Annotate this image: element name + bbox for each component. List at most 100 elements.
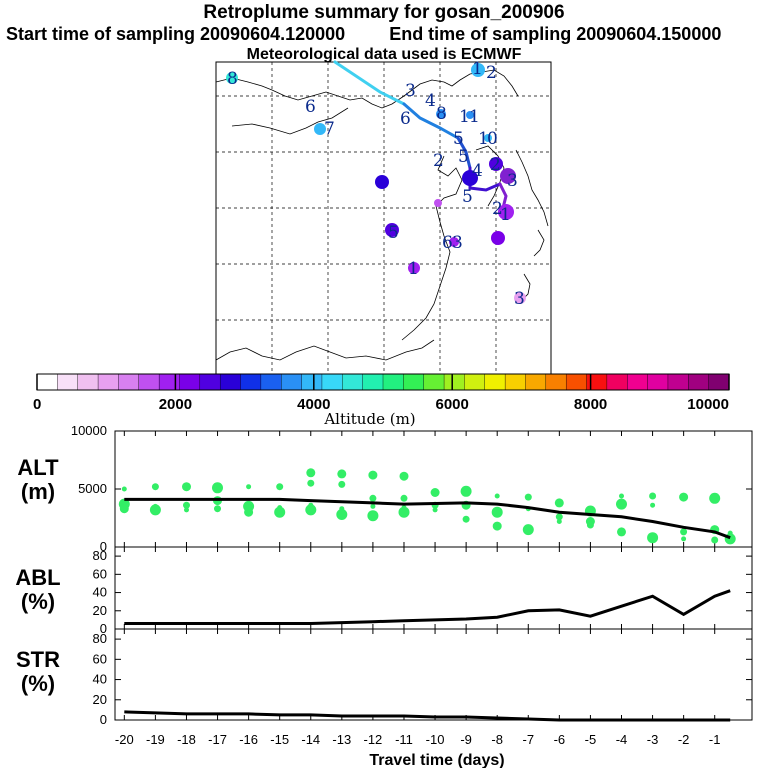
map-label: 8 <box>436 104 447 124</box>
colorbar-cell <box>525 373 547 391</box>
trajectory-segment-1 <box>333 60 406 106</box>
alt-point <box>276 483 284 491</box>
alt-point <box>151 483 159 491</box>
panel-label-name: STR <box>16 647 60 672</box>
map-label: 2 <box>433 151 444 171</box>
map-marker <box>514 292 526 304</box>
y-tick-label: 0 <box>100 712 107 727</box>
colorbar-cell <box>118 373 140 391</box>
str-line <box>124 710 731 722</box>
x-tick-label: -10 <box>426 732 445 747</box>
alt-point <box>246 484 252 490</box>
alt-point <box>681 536 687 542</box>
map-label: 1 <box>459 107 470 127</box>
alt-point <box>680 528 688 536</box>
panel-label-name: ALT <box>17 455 59 480</box>
map-marker <box>498 204 514 220</box>
alt-point <box>616 498 627 510</box>
colorbar-cell <box>443 373 465 391</box>
end-time-label: End time of sampling 20090604.150000 <box>389 24 722 44</box>
map-marker <box>375 175 389 189</box>
x-tick-label: -6 <box>554 732 566 747</box>
map-label: 0 <box>487 129 498 149</box>
map-label: 3 <box>507 171 518 191</box>
colorbar: 0 2000 4000 6000 8000 10000 Altitude (m) <box>33 373 730 428</box>
map-marker <box>385 223 399 237</box>
alt-point <box>370 503 376 509</box>
alt-point <box>709 492 721 504</box>
map-label: 2 <box>486 63 497 83</box>
map-markers <box>226 63 526 304</box>
colorbar-cell <box>545 373 567 391</box>
colorbar-cell <box>179 373 201 391</box>
map-label: 1 <box>500 205 511 225</box>
alt-mean-line <box>124 497 731 540</box>
y-tick-label: 60 <box>93 651 107 666</box>
alt-point <box>524 493 532 501</box>
alt-point <box>149 504 161 516</box>
map-label: 2 <box>490 155 501 175</box>
map-label: 7 <box>324 119 335 139</box>
colorbar-cell <box>281 373 303 391</box>
alt-point <box>398 506 410 518</box>
map-label: 5 <box>458 147 469 167</box>
colorbar-cell <box>219 373 242 391</box>
alt-point <box>367 510 379 522</box>
panel-label-unit: (%) <box>21 589 55 614</box>
colorbar-tick-label: 0 <box>33 396 41 413</box>
map-marker <box>471 63 485 77</box>
colorbar-tick-label: 4000 <box>297 396 330 413</box>
panel-frame <box>114 546 753 630</box>
alt-point <box>647 532 659 544</box>
x-tick-label: -4 <box>616 732 628 747</box>
colorbar-cells <box>36 373 730 391</box>
map-marker <box>466 111 474 119</box>
colorbar-tick-label: 8000 <box>574 396 607 413</box>
y-tick-label: 0 <box>100 539 107 554</box>
alt-point <box>432 507 438 513</box>
alt-point <box>617 527 626 537</box>
x-tick-label: -12 <box>364 732 383 747</box>
alt-point <box>119 504 129 514</box>
x-tick-label: -20 <box>115 732 134 747</box>
map-label: 5 <box>453 129 464 149</box>
map-marker <box>500 168 516 184</box>
panel-str: STR(%) 80 60 40 20 0 <box>16 628 753 727</box>
colorbar-cell <box>158 373 180 391</box>
map-label: 6 <box>442 233 453 253</box>
map-marker <box>449 237 459 247</box>
alt-point <box>522 524 534 536</box>
map-label: 1 <box>478 129 489 149</box>
colorbar-cell <box>484 373 506 391</box>
start-time-label: Start time of sampling 20090604.120000 <box>6 24 346 44</box>
y-tick-label: 60 <box>93 566 107 581</box>
sampling-times: Start time of sampling 20090604.120000 En… <box>6 24 768 45</box>
map-label: 5 <box>388 223 399 243</box>
x-tick-label: -17 <box>208 732 227 747</box>
colorbar-title: Altitude (m) <box>323 410 415 428</box>
alt-point <box>492 521 502 531</box>
map-label: 2 <box>492 199 503 219</box>
y-tick-label: 80 <box>93 548 107 563</box>
alt-point <box>586 521 594 529</box>
colorbar-tick-label: 2000 <box>159 396 192 413</box>
alt-point <box>462 515 470 523</box>
map-label: 8 <box>227 69 238 89</box>
map-label: 3 <box>405 81 416 101</box>
alt-point <box>555 513 563 521</box>
x-tick-label: -9 <box>460 732 472 747</box>
colorbar-cell <box>57 373 79 391</box>
x-tick-label: -2 <box>678 732 690 747</box>
alt-point <box>214 505 221 513</box>
map-label: 6 <box>400 109 411 129</box>
x-tick-label: -19 <box>146 732 165 747</box>
y-tick-label: 10000 <box>71 423 107 438</box>
colorbar-cell <box>138 373 160 391</box>
map-label: 4 <box>472 161 483 181</box>
alt-point <box>650 502 656 508</box>
x-tick-label: -3 <box>647 732 659 747</box>
colorbar-ticks: 0 2000 4000 6000 8000 10000 <box>33 374 730 413</box>
map-label: 6 <box>305 97 316 117</box>
alt-point <box>274 506 286 518</box>
